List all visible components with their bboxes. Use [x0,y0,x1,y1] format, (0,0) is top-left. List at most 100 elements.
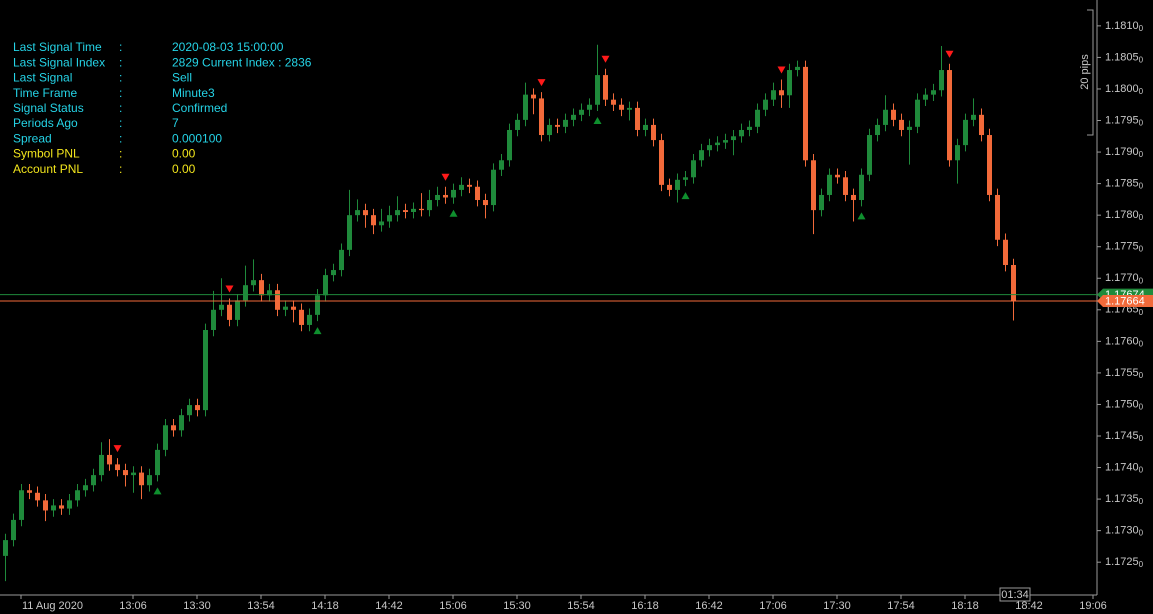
y-tick-label: 1.17450 [1105,430,1144,443]
candle-body [11,519,16,541]
candle-body [787,70,792,96]
candle-body [475,186,480,201]
candle-body [691,160,696,178]
sell-signal [113,445,122,453]
info-value: Confirmed [172,101,227,115]
candle-body [107,454,112,465]
candle-body [739,129,744,137]
y-tick-subdigit: 0 [1139,276,1144,285]
sell-signal [945,50,954,58]
y-tick-subdigit: 0 [1139,403,1144,412]
candle-body [347,215,352,250]
y-tick-subdigit: 0 [1139,308,1144,317]
candle-body [923,94,928,100]
y-tick-label: 1.18050 [1105,51,1144,64]
candle-body [715,142,720,146]
y-tick-label: 1.17750 [1105,241,1144,254]
info-separator: : [119,116,122,130]
candle-body [915,99,920,127]
y-tick-label: 1.17600 [1105,335,1144,348]
info-value: 0.000100 [172,131,222,145]
candle-body [187,405,192,416]
x-tick-label: 17:30 [823,600,851,612]
candle-body [819,194,824,211]
buy-signal [313,327,322,335]
y-tick-label: 1.17950 [1105,114,1144,127]
candle-body [203,329,208,411]
sell-signal [441,173,450,181]
info-separator: : [119,55,122,69]
candle-body [555,124,560,127]
countdown: 01:34 [1001,589,1029,601]
candle-body [131,472,136,476]
x-tick-label: 14:42 [375,600,403,612]
candle-body [779,90,784,96]
candle-body [755,109,760,127]
candle-body [83,485,88,491]
candle-body [1011,265,1016,301]
info-label: Periods Ago [13,116,78,130]
candle-body [267,290,272,296]
buy-signal [857,212,866,220]
y-tick-subdigit: 0 [1139,245,1144,254]
info-label: Symbol PNL [13,147,80,161]
candle-body [499,160,504,170]
info-label: Account PNL [13,162,83,176]
candle-body [403,210,408,213]
candle-body [1003,239,1008,266]
candle-body [731,136,736,141]
candle-body [635,107,640,130]
candle-body [587,104,592,110]
info-separator: : [119,147,122,161]
candle-body [563,119,568,127]
x-tick-label: 13:54 [247,600,275,612]
info-label: Signal Status [13,101,84,115]
y-tick-label: 1.18100 [1105,20,1144,33]
x-tick-label: 15:54 [567,600,595,612]
candle-body [283,306,288,310]
y-tick-label: 1.17550 [1105,367,1144,380]
candle-body [763,99,768,110]
candle-body [171,425,176,431]
candle-body [979,114,984,136]
buy-signal [449,209,458,217]
y-tick-label: 1.17500 [1105,398,1144,411]
candle-body [67,500,72,509]
candle-body [891,109,896,120]
candle-body [51,505,56,511]
candle-body [507,129,512,161]
candle-body [491,169,496,206]
candle-body [611,99,616,105]
x-tick-label: 17:54 [887,600,915,612]
y-tick-label: 1.17900 [1105,146,1144,159]
candle-body [595,75,600,105]
x-tick-label: 11 Aug 2020 [22,600,83,612]
x-tick-label: 17:06 [759,600,787,612]
info-value: 2020-08-03 15:00:00 [172,40,284,54]
candle-body [411,208,416,213]
y-tick-subdigit: 0 [1139,466,1144,475]
candle-body [963,119,968,146]
x-tick-label: 13:06 [119,600,147,612]
candle-body [123,470,128,476]
x-tick-label: 16:42 [695,600,723,612]
bid-label: 1.17664 [1105,295,1145,307]
candle-body [579,109,584,115]
buy-signal [681,192,690,200]
candle-body [827,174,832,195]
candle-body [211,309,216,330]
candle-body [315,295,320,315]
candle-body [467,184,472,187]
candle-body [947,70,952,161]
x-tick-label: 19:06 [1079,600,1107,612]
candle-body [619,104,624,110]
candle-body [307,314,312,325]
candle-body [523,94,528,120]
candle-body [195,405,200,411]
candle-body [227,304,232,320]
candle-body [331,270,336,276]
candle-body [387,215,392,222]
candle-body [627,107,632,110]
candle-body [971,114,976,120]
